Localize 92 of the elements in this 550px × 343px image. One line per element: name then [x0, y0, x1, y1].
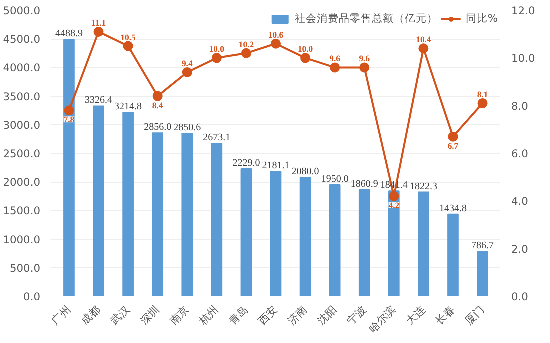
data-label: 10.0	[298, 44, 314, 54]
x-tick-label: 南京	[167, 302, 192, 328]
x-tick-label: 成都	[78, 302, 104, 328]
point	[300, 53, 311, 64]
point	[64, 106, 74, 116]
y2-tick-label: 8.0	[512, 100, 529, 113]
data-label: 1860.9	[350, 179, 378, 190]
legend-label: 同比%	[466, 12, 498, 26]
bar	[122, 112, 134, 296]
x-tick-label: 杭州	[196, 302, 222, 328]
y2-tick-label: 12.0	[512, 4, 536, 18]
y2-tick-label: 2.0	[512, 242, 529, 256]
data-label: 2856.0	[144, 122, 172, 134]
point	[271, 38, 281, 49]
point	[418, 44, 429, 54]
bar	[448, 214, 459, 296]
point	[241, 48, 252, 58]
data-label: 2080.0	[292, 166, 320, 178]
bar	[300, 177, 312, 296]
data-label: 786.7	[472, 240, 494, 252]
bar	[182, 132, 194, 296]
x-tick-label: 青岛	[226, 302, 252, 328]
x-tick-label: 厦门	[462, 302, 488, 328]
bar	[418, 192, 430, 296]
data-label: 6.7	[448, 140, 460, 151]
y-tick-label: 3000.0	[3, 118, 41, 132]
point	[212, 53, 222, 64]
data-label: 10.4	[416, 34, 432, 45]
data-label: 4.2	[388, 200, 400, 210]
data-label: 1950.0	[321, 174, 349, 185]
point	[389, 191, 400, 202]
point	[478, 98, 488, 108]
data-label: 10.5	[120, 32, 137, 42]
data-label: 3326.4	[85, 95, 113, 106]
point	[94, 26, 104, 37]
x-tick-label: 济南	[285, 302, 310, 328]
data-label: 2181.1	[262, 160, 290, 172]
y-tick-label: 1000.0	[3, 233, 41, 246]
data-label: 11.1	[91, 18, 106, 28]
y-tick-label: 2500.0	[3, 148, 41, 160]
data-label: 10.6	[268, 30, 284, 40]
y-tick-label: 4500.0	[3, 33, 41, 46]
x-tick-label: 深圳	[138, 302, 162, 328]
data-label: 7.8	[64, 114, 76, 125]
bar	[64, 39, 75, 296]
y-tick-label: 500.0	[10, 262, 41, 275]
data-label: 4488.9	[55, 28, 83, 40]
point	[182, 67, 192, 78]
data-label: 9.6	[330, 54, 342, 64]
data-label: 2229.0	[232, 158, 260, 169]
y-tick-label: 0.0	[24, 290, 41, 304]
y-tick-label: 1500.0	[3, 204, 41, 218]
y-tick-label: 5000.0	[3, 4, 41, 18]
bar	[152, 132, 164, 296]
x-tick-label: 武汉	[108, 302, 133, 328]
bar	[329, 184, 341, 296]
legend-label: 社会消费品零售总额（亿元）	[294, 12, 438, 26]
x-tick-label: 西安	[256, 302, 281, 328]
bar	[358, 190, 370, 296]
data-label: 10.2	[238, 39, 254, 50]
point	[448, 132, 458, 142]
y2-tick-label: 0.0	[512, 290, 529, 304]
y2-tick-label: 6.0	[512, 148, 529, 160]
data-label: 9.6	[359, 54, 371, 64]
data-label: 9.4	[182, 58, 194, 68]
point	[123, 41, 134, 52]
data-label: 10.0	[209, 44, 225, 54]
data-label: 2673.1	[203, 132, 231, 144]
x-tick-label: 广州	[49, 302, 74, 328]
data-label: 1434.8	[439, 203, 467, 214]
x-tick-label: 大连	[404, 302, 428, 328]
data-label: 1822.3	[410, 181, 438, 192]
bar	[240, 168, 252, 296]
point	[152, 91, 163, 102]
x-tick-label: 沈阳	[314, 302, 340, 328]
point	[330, 62, 340, 73]
bar	[270, 171, 282, 296]
point	[360, 62, 370, 73]
data-label: 8.4	[152, 100, 164, 110]
y-tick-label: 2000.0	[3, 176, 41, 190]
y-tick-label: 4000.0	[3, 62, 41, 75]
bar	[477, 251, 488, 296]
data-label: 8.1	[477, 89, 488, 100]
bar	[388, 190, 400, 296]
y-tick-label: 3500.0	[3, 90, 41, 104]
bar	[93, 106, 104, 296]
y2-tick-label: 4.0	[512, 195, 529, 208]
data-label: 2850.6	[174, 122, 202, 134]
y2-tick-label: 10.0	[512, 52, 536, 66]
data-label: 3214.8	[114, 102, 142, 113]
bar	[211, 143, 223, 296]
x-tick-label: 长春	[433, 302, 458, 328]
